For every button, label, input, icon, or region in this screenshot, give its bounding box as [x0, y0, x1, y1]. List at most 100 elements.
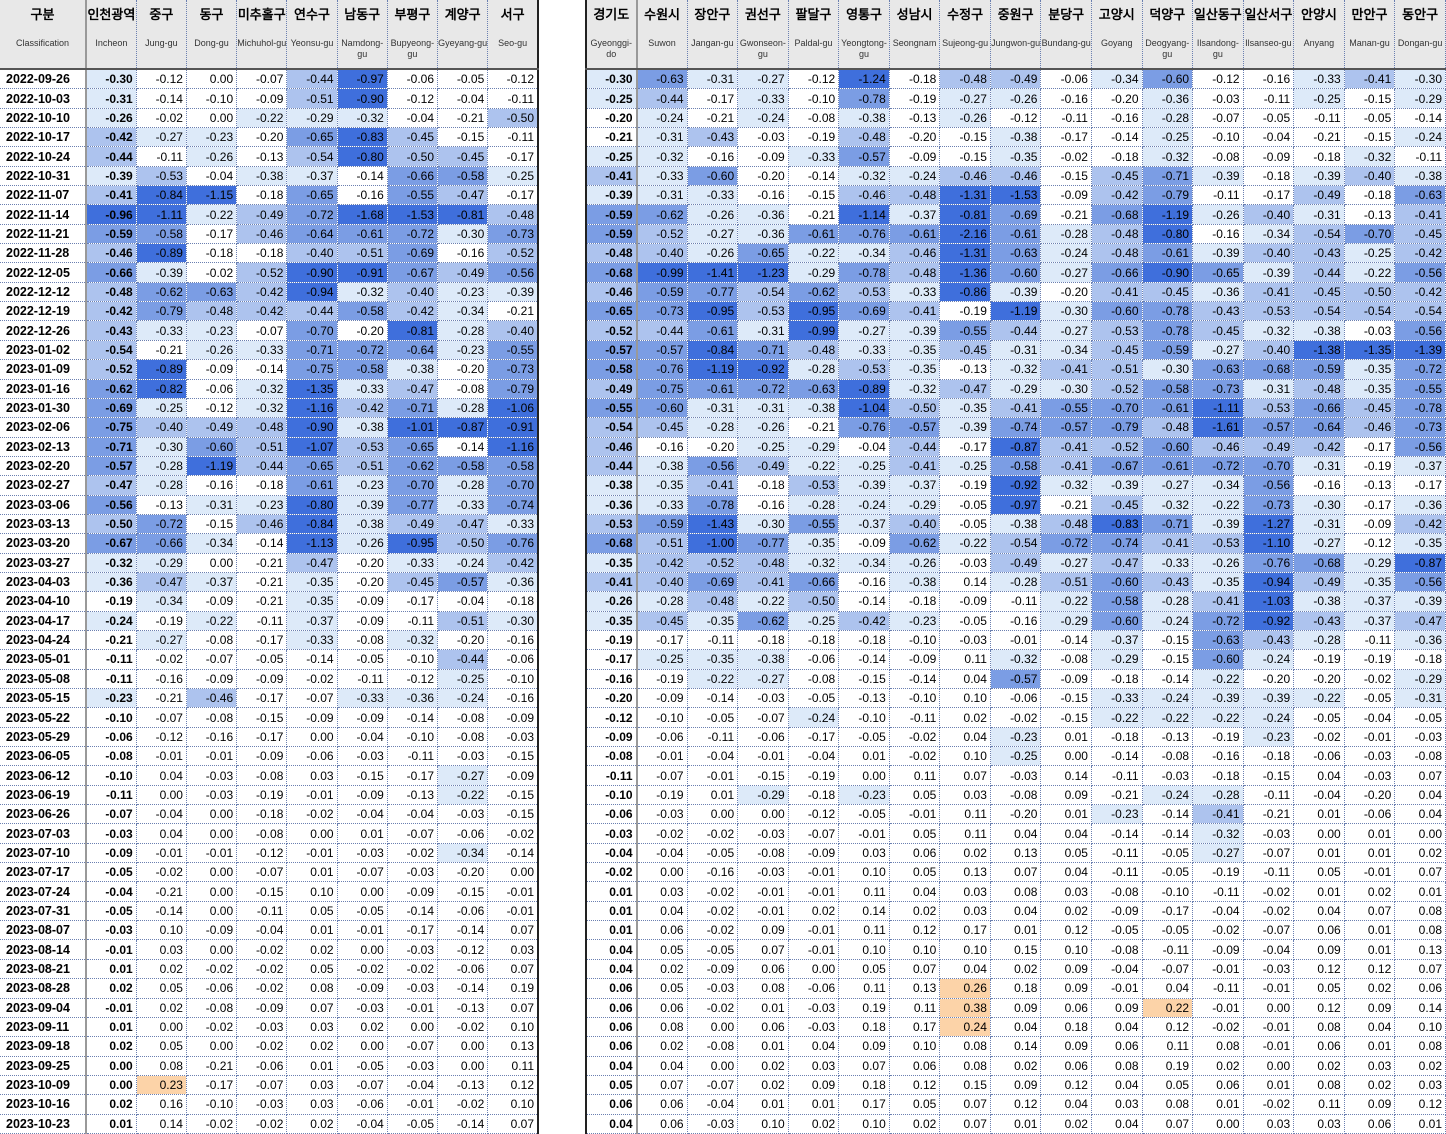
value-cell: -0.50	[487, 108, 539, 129]
value-cell: -0.27	[136, 630, 187, 651]
value-cell: 0.10	[838, 862, 890, 883]
value-cell: -0.45	[636, 611, 688, 631]
value-cell: -0.60	[687, 166, 739, 187]
value-cell: 0.05	[636, 978, 688, 999]
value-cell: -0.21	[236, 591, 288, 612]
column-header-korean: 인천광역	[87, 7, 136, 22]
value-cell: -0.14	[387, 707, 439, 728]
value-cell: -0.39	[1091, 475, 1143, 496]
column-header-korean: 중원구	[997, 7, 1034, 22]
value-cell: -0.02	[687, 901, 739, 922]
date-cell: 2022-11-14	[0, 204, 87, 225]
value-cell: 0.00	[687, 1017, 739, 1038]
value-cell: 0.02	[889, 901, 941, 922]
value-cell: -0.56	[687, 456, 739, 477]
value-cell: -0.17	[1394, 475, 1446, 496]
value-cell: -0.38	[1293, 591, 1345, 612]
value-cell: 0.04	[939, 727, 991, 748]
value-cell: -0.43	[687, 127, 739, 148]
value-cell: -0.33	[1293, 69, 1345, 90]
value-cell: -0.34	[1040, 340, 1092, 361]
value-cell: -0.04	[86, 881, 137, 902]
date-cell: 2023-07-17	[0, 862, 87, 883]
value-cell: -0.58	[337, 301, 388, 322]
value-cell: -0.17	[236, 630, 288, 651]
value-cell: 0.04	[1344, 1017, 1396, 1038]
value-cell: -0.27	[1192, 843, 1244, 864]
value-cell: -0.08	[186, 630, 238, 651]
value-cell: -0.80	[1142, 224, 1194, 245]
value-cell: -0.01	[286, 785, 338, 806]
value-cell: -0.76	[838, 417, 890, 438]
value-cell: -0.07	[337, 1075, 388, 1096]
value-cell: -0.02	[186, 1017, 238, 1038]
value-cell: -0.40	[1243, 204, 1295, 225]
value-cell: 0.11	[838, 978, 890, 999]
value-cell: 0.05	[838, 959, 890, 980]
value-cell: -0.71	[1142, 166, 1194, 187]
table-row: -0.20 -0.24 -0.21 -0.24 -0.08 -0.38 -0.13 -0.26…	[586, 108, 1446, 129]
value-cell: 0.00	[1394, 823, 1446, 844]
value-cell: -0.34	[136, 591, 187, 612]
value-cell: -0.02	[236, 939, 288, 960]
value-cell: -0.39	[136, 262, 187, 283]
date-cell: 2023-08-21	[0, 959, 87, 980]
value-cell: -0.23	[437, 282, 489, 303]
value-cell: 0.02	[939, 843, 991, 864]
value-cell: 0.01	[788, 1094, 840, 1115]
table-row: 2023-04-03 -0.36 -0.47 -0.37 -0.21 -0.35 -0.20…	[0, 572, 539, 593]
table-row: 2023-05-15 -0.23 -0.21 -0.46 -0.17 -0.07 -0.33…	[0, 688, 539, 709]
value-cell: -0.35	[687, 649, 739, 670]
column-header: 장안구 Jangan-gu	[687, 0, 739, 70]
value-cell: -0.09	[186, 591, 238, 612]
value-cell: -0.49	[1293, 185, 1345, 206]
value-cell: -0.68	[1243, 359, 1295, 380]
value-cell: -0.02	[636, 823, 688, 844]
value-cell: 0.05	[586, 1075, 638, 1096]
value-cell: -0.11	[487, 127, 539, 148]
value-cell: -0.68	[1091, 204, 1143, 225]
value-cell: 0.06	[1344, 1114, 1396, 1134]
value-cell: -0.25	[586, 88, 638, 109]
value-cell: -0.02	[1344, 669, 1396, 690]
value-cell: -0.12	[136, 69, 187, 90]
table-row: 2023-05-01 -0.11 -0.02 -0.07 -0.05 -0.14 -0.05…	[0, 649, 539, 670]
value-cell: -0.14	[788, 166, 840, 187]
value-cell: -0.39	[1192, 514, 1244, 535]
value-cell: -0.71	[387, 398, 439, 419]
value-cell: -0.26	[337, 533, 388, 554]
value-cell: -0.28	[1142, 591, 1194, 612]
value-cell: -0.51	[1091, 359, 1143, 380]
value-cell: -0.32	[337, 282, 388, 303]
value-cell: -0.66	[387, 166, 439, 187]
value-cell: -0.64	[286, 224, 338, 245]
value-cell: -0.02	[687, 920, 739, 941]
value-cell: -0.17	[387, 920, 439, 941]
value-cell: -0.03	[387, 862, 439, 883]
value-cell: -0.15	[186, 514, 238, 535]
value-cell: -0.34	[1192, 475, 1244, 496]
value-cell: -0.70	[487, 475, 539, 496]
value-cell: -0.44	[990, 320, 1042, 341]
value-cell: -0.14	[1091, 127, 1143, 148]
value-cell: -0.30	[586, 69, 638, 90]
value-cell: -0.39	[1394, 591, 1446, 612]
value-cell: -0.51	[437, 611, 489, 631]
value-cell: -0.32	[236, 379, 288, 399]
column-header-english: Yeongtong-gu	[841, 38, 887, 59]
value-cell: -0.32	[86, 553, 137, 573]
value-cell: -0.40	[1344, 166, 1396, 187]
value-cell: 0.18	[1040, 1017, 1092, 1038]
value-cell: 0.10	[1394, 1017, 1446, 1038]
value-cell: -0.41	[586, 166, 638, 187]
value-cell: -0.16	[186, 727, 238, 748]
value-cell: -0.55	[1040, 398, 1092, 419]
value-cell: -0.39	[838, 475, 890, 496]
value-cell: 0.18	[838, 1075, 890, 1096]
value-cell: -0.22	[687, 669, 739, 690]
value-cell: -0.25	[737, 437, 789, 457]
value-cell: -0.77	[737, 533, 789, 554]
date-cell: 2022-10-31	[0, 166, 87, 187]
value-cell: -0.03	[337, 746, 388, 767]
value-cell: 0.04	[1040, 823, 1092, 844]
